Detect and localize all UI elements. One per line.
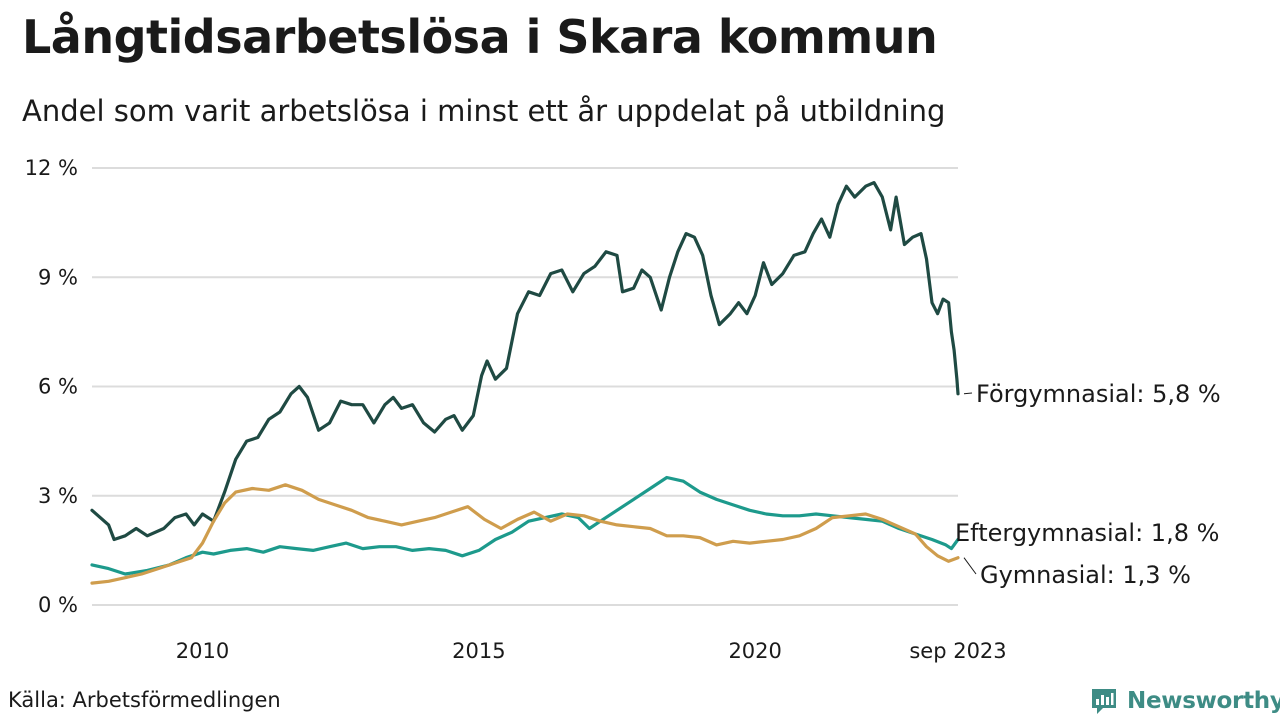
x-tick-label: 2020 bbox=[728, 639, 781, 663]
x-tick-label: 2015 bbox=[452, 639, 505, 663]
chart-title: Långtidsarbetslösa i Skara kommun bbox=[22, 10, 938, 64]
source-note: Källa: Arbetsförmedlingen bbox=[8, 688, 281, 712]
newsworthy-logo: Newsworthy bbox=[1089, 684, 1280, 718]
x-tick-label: sep 2023 bbox=[909, 639, 1006, 663]
y-tick-label: 6 % bbox=[38, 375, 78, 399]
y-tick-label: 0 % bbox=[38, 593, 78, 617]
series-line-eftergymnasial bbox=[90, 475, 960, 576]
logo-text: Newsworthy bbox=[1127, 688, 1280, 714]
line-chart: 0 % 3 % 6 % 9 % 12 % 2010 2015 2020 sep 2023 Fö… bbox=[25, 156, 1221, 663]
series-label-gymnasial: Gymnasial: 1,3 % bbox=[980, 561, 1191, 589]
y-tick-label: 12 % bbox=[25, 156, 78, 180]
series-label-eftergymnasial: Eftergymnasial: 1,8 % bbox=[955, 519, 1219, 547]
chart-subtitle: Andel som varit arbetslösa i minst ett å… bbox=[22, 94, 946, 128]
series-line-förgymnasial bbox=[90, 181, 960, 542]
y-tick-label: 3 % bbox=[38, 484, 78, 508]
x-axis-ticks: 2010 2015 2020 sep 2023 bbox=[176, 639, 1007, 663]
y-tick-label: 9 % bbox=[38, 265, 78, 289]
grid-lines bbox=[92, 167, 958, 606]
series-lines bbox=[90, 181, 960, 585]
series-line-gymnasial bbox=[90, 483, 960, 585]
series-end-labels: Förgymnasial: 5,8 % Eftergymnasial: 1,8 %… bbox=[955, 380, 1221, 589]
x-tick-label: 2010 bbox=[176, 639, 229, 663]
series-label-förgymnasial: Förgymnasial: 5,8 % bbox=[976, 380, 1221, 408]
y-axis-ticks: 0 % 3 % 6 % 9 % 12 % bbox=[25, 156, 78, 617]
newsworthy-chart-icon bbox=[1092, 689, 1116, 714]
leader-line bbox=[963, 557, 977, 575]
leader-line bbox=[963, 392, 973, 395]
